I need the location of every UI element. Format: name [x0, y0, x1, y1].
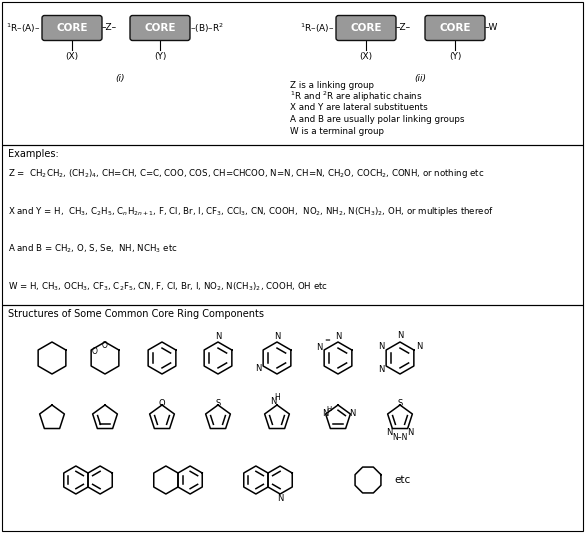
Text: CORE: CORE — [350, 23, 382, 33]
Text: O: O — [102, 342, 108, 351]
Text: $^1$R–(A)–: $^1$R–(A)– — [6, 21, 40, 35]
Text: N: N — [349, 409, 356, 418]
Text: N: N — [322, 409, 329, 418]
Text: W is a terminal group: W is a terminal group — [290, 126, 384, 135]
Text: etc: etc — [394, 475, 410, 485]
Text: N: N — [277, 495, 283, 503]
Text: CORE: CORE — [56, 23, 88, 33]
Text: –W: –W — [485, 23, 498, 33]
Text: Z =  CH$_2$CH$_2$, (CH$_2$)$_4$, CH=CH, C=C, COO, COS, CH=CHCOO, N=N, CH=N, CH$_: Z = CH$_2$CH$_2$, (CH$_2$)$_4$, CH=CH, C… — [8, 166, 484, 180]
Text: (X): (X) — [66, 52, 78, 61]
Text: H: H — [326, 406, 331, 412]
Text: CORE: CORE — [439, 23, 471, 33]
Text: N: N — [378, 343, 384, 351]
Text: N: N — [335, 332, 341, 341]
Text: –Z–: –Z– — [396, 23, 411, 33]
Bar — [2, 2, 583, 145]
Text: (X): (X) — [359, 52, 373, 61]
FancyBboxPatch shape — [336, 15, 396, 41]
Text: N: N — [274, 332, 280, 341]
Text: $^1$R–(A)–: $^1$R–(A)– — [300, 21, 335, 35]
Text: N: N — [397, 332, 403, 341]
FancyBboxPatch shape — [130, 15, 190, 41]
Text: Z is a linking group: Z is a linking group — [290, 80, 374, 90]
Text: (i): (i) — [115, 74, 125, 83]
Text: N: N — [316, 343, 322, 352]
Text: N: N — [408, 428, 414, 437]
Text: O: O — [159, 399, 166, 408]
Text: N: N — [270, 398, 276, 407]
Text: N–N: N–N — [393, 432, 408, 441]
Text: (ii): (ii) — [414, 74, 426, 83]
Bar — [2, 145, 583, 305]
Text: W = H, CH$_3$, OCH$_3$, CF$_3$, C$_2$F$_5$, CN, F, Cl, Br, I, NO$_2$, N(CH$_3$)$: W = H, CH$_3$, OCH$_3$, CF$_3$, C$_2$F$_… — [8, 281, 328, 293]
Text: (Y): (Y) — [154, 52, 166, 61]
Text: S: S — [397, 399, 402, 408]
Text: X and Y are lateral substituents: X and Y are lateral substituents — [290, 103, 428, 112]
Text: Examples:: Examples: — [8, 149, 58, 159]
Text: N: N — [386, 428, 393, 437]
Text: N: N — [255, 364, 261, 373]
Bar — [2, 305, 583, 531]
FancyBboxPatch shape — [425, 15, 485, 41]
Text: A and B are usually polar linking groups: A and B are usually polar linking groups — [290, 115, 464, 124]
Text: X and Y = H,  CH$_3$, C$_2$H$_5$, C$_n$H$_{2n+1}$, F, Cl, Br, I, CF$_3$, CCl$_3$: X and Y = H, CH$_3$, C$_2$H$_5$, C$_n$H$… — [8, 205, 494, 217]
Text: N: N — [215, 332, 221, 341]
Text: A and B = CH$_2$, O, S, Se,  NH, NCH$_3$ etc: A and B = CH$_2$, O, S, Se, NH, NCH$_3$ … — [8, 243, 178, 255]
Text: =: = — [325, 337, 331, 343]
Text: CORE: CORE — [144, 23, 176, 33]
Text: N: N — [378, 365, 384, 374]
Text: (Y): (Y) — [449, 52, 461, 61]
Text: S: S — [215, 399, 221, 408]
Text: $^1$R and $^2$R are aliphatic chains: $^1$R and $^2$R are aliphatic chains — [290, 90, 422, 104]
Text: –Z–: –Z– — [102, 23, 117, 33]
Text: N: N — [416, 343, 422, 351]
Text: Structures of Some Common Core Ring Components: Structures of Some Common Core Ring Comp… — [8, 309, 264, 319]
FancyBboxPatch shape — [42, 15, 102, 41]
Text: –(B)–R$^2$: –(B)–R$^2$ — [190, 21, 224, 35]
Text: H: H — [274, 392, 280, 401]
Text: O: O — [92, 348, 98, 357]
